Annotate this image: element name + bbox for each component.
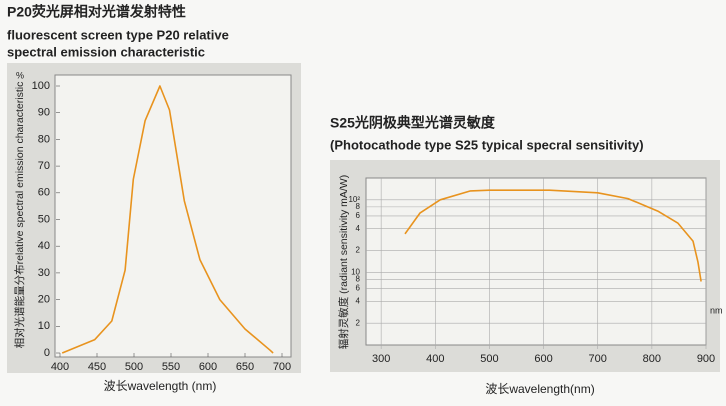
plot-area xyxy=(54,74,292,358)
x-tick-label: 300 xyxy=(372,353,390,365)
x-tick-label: 800 xyxy=(643,353,661,365)
y-tick-label: 60 xyxy=(38,187,50,199)
x-tick-label: 900 xyxy=(697,353,715,365)
y-tick-label: 4 xyxy=(356,296,361,305)
x-tick-label: 450 xyxy=(88,361,106,373)
y-unit: % xyxy=(16,70,24,80)
y-tick-label: 8 xyxy=(356,275,361,284)
y-tick-label: 30 xyxy=(38,267,50,279)
x-tick-label: 700 xyxy=(273,361,291,373)
y-axis-label: 相对光谱能量分布relative spectral emission chara… xyxy=(13,82,26,349)
y-tick-label: 80 xyxy=(38,133,50,145)
x-tick-label: 400 xyxy=(51,361,69,373)
data-line xyxy=(404,189,702,282)
x-unit: nm xyxy=(710,305,723,315)
y-tick-label: 100 xyxy=(32,80,50,92)
chart-subtitle: fluorescent screen type P20 relative xyxy=(7,27,229,42)
x-tick-label: 400 xyxy=(426,353,444,365)
y-tick-label: 10 xyxy=(351,268,360,277)
y-axis-label: 辐射灵敏度 (radiant sensitivity mA/W) xyxy=(337,175,350,349)
plot-area xyxy=(365,177,707,346)
x-tick-label: 550 xyxy=(162,361,180,373)
y-tick-label: 10 xyxy=(38,320,50,332)
data-line xyxy=(61,85,274,354)
y-tick-label: 20 xyxy=(38,294,50,306)
x-tick-label: 500 xyxy=(480,353,498,365)
y-tick-label: 40 xyxy=(38,240,50,252)
y-tick-label: 90 xyxy=(38,107,50,119)
x-axis-label: 波长wavelength (nm) xyxy=(104,379,217,393)
y-tick-label: 10² xyxy=(348,195,360,204)
x-axis-label: 波长wavelength(nm) xyxy=(485,382,594,396)
y-tick-label: 2 xyxy=(356,318,361,327)
y-tick-label: 6 xyxy=(356,284,361,293)
y-tick-label: 0 xyxy=(44,347,50,359)
y-tick-label: 2 xyxy=(356,246,361,255)
x-tick-label: 600 xyxy=(534,353,552,365)
y-tick-label: 6 xyxy=(356,211,361,220)
chart-subtitle: (Photocathode type S25 typical specral s… xyxy=(330,137,644,152)
chart-subtitle: spectral emission characteristic xyxy=(7,44,205,59)
y-tick-label: 4 xyxy=(356,224,361,233)
x-tick-label: 700 xyxy=(589,353,607,365)
x-tick-label: 500 xyxy=(125,361,143,373)
chart-title: P20荧光屏相对光谱发射特性 xyxy=(7,4,186,20)
x-tick-label: 650 xyxy=(236,361,254,373)
chart-title: S25光阴极典型光谱灵敏度 xyxy=(330,115,496,131)
y-tick-label: 8 xyxy=(356,202,361,211)
x-tick-label: 600 xyxy=(199,361,217,373)
y-tick-label: 70 xyxy=(38,160,50,172)
y-tick-label: 50 xyxy=(38,213,50,225)
